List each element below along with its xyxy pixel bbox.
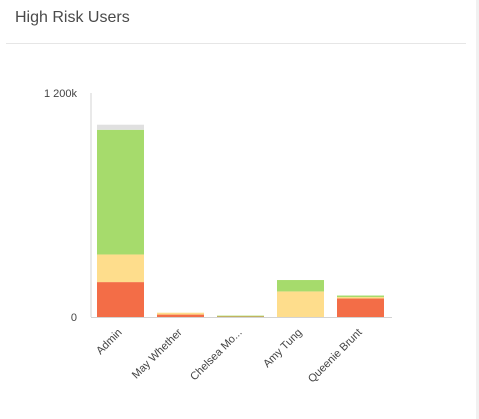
x-tick-label: Chelsea Mo... [188,327,244,383]
y-tick-label: 1 200k [44,88,78,100]
bar-segment [97,129,144,255]
x-tick-label: May Whether [130,326,185,381]
bar-segment [277,280,324,292]
bar-segment [337,297,384,299]
bar-segment [337,298,384,317]
bar-segment [97,282,144,317]
x-tick-label: Admin [94,327,125,358]
bar-segment [157,312,204,315]
bar-segment [97,124,144,130]
panel-edge [476,0,479,419]
bar-segment [157,314,204,317]
panel-title: High Risk Users [15,9,130,26]
bar-segment [217,315,264,317]
y-tick-label: 0 [71,312,77,324]
title-divider [6,43,466,44]
bar-segment [277,291,324,317]
bar-segment [337,295,384,298]
x-tick-label: Queenie Brunt [306,327,365,386]
bar-segment [97,254,144,283]
x-tick-label: Amy Tung [261,327,305,371]
